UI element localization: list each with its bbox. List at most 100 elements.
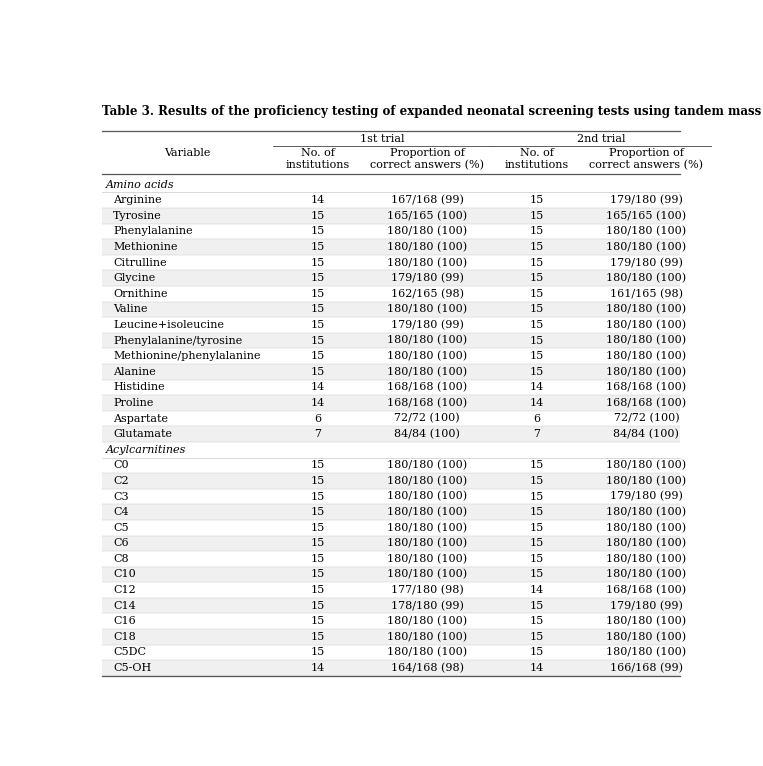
Text: 15: 15 bbox=[530, 351, 544, 362]
Text: 180/180 (100): 180/180 (100) bbox=[387, 632, 467, 642]
Bar bbox=[102, 567, 680, 582]
Bar bbox=[102, 239, 680, 255]
Bar bbox=[102, 395, 680, 411]
Text: 15: 15 bbox=[530, 336, 544, 345]
Bar bbox=[102, 520, 680, 535]
Text: 15: 15 bbox=[311, 492, 324, 502]
Text: 180/180 (100): 180/180 (100) bbox=[607, 320, 687, 330]
Text: C8: C8 bbox=[113, 554, 129, 564]
Bar bbox=[102, 473, 680, 489]
Text: 168/168 (100): 168/168 (100) bbox=[607, 398, 687, 408]
Text: 180/180 (100): 180/180 (100) bbox=[387, 616, 467, 627]
Text: Proline: Proline bbox=[113, 398, 153, 408]
Text: 15: 15 bbox=[530, 242, 544, 252]
Text: 15: 15 bbox=[530, 601, 544, 611]
Text: 180/180 (100): 180/180 (100) bbox=[387, 491, 467, 502]
Text: 180/180 (100): 180/180 (100) bbox=[607, 367, 687, 377]
Text: 15: 15 bbox=[311, 569, 324, 580]
Text: 178/180 (99): 178/180 (99) bbox=[391, 601, 464, 611]
Text: C6: C6 bbox=[113, 538, 129, 548]
Text: 180/180 (100): 180/180 (100) bbox=[607, 538, 687, 548]
Text: C14: C14 bbox=[113, 601, 136, 611]
Bar bbox=[102, 270, 680, 286]
Text: 180/180 (100): 180/180 (100) bbox=[387, 569, 467, 580]
Text: 15: 15 bbox=[530, 304, 544, 314]
Text: 15: 15 bbox=[311, 476, 324, 486]
Text: 15: 15 bbox=[311, 632, 324, 642]
Text: 15: 15 bbox=[530, 632, 544, 642]
Text: Proportion of
correct answers (%): Proportion of correct answers (%) bbox=[370, 148, 484, 170]
Text: 179/180 (99): 179/180 (99) bbox=[391, 320, 464, 330]
Text: C5: C5 bbox=[113, 522, 129, 532]
Text: 1st trial: 1st trial bbox=[360, 134, 404, 144]
Text: 15: 15 bbox=[311, 227, 324, 237]
Text: 15: 15 bbox=[311, 273, 324, 283]
Text: 15: 15 bbox=[530, 273, 544, 283]
Text: 179/180 (99): 179/180 (99) bbox=[610, 195, 683, 205]
Bar bbox=[102, 302, 680, 317]
Bar bbox=[102, 629, 680, 645]
Text: 72/72 (100): 72/72 (100) bbox=[613, 414, 679, 424]
Text: 15: 15 bbox=[311, 538, 324, 548]
Text: 15: 15 bbox=[530, 522, 544, 532]
Text: 15: 15 bbox=[530, 492, 544, 502]
Text: C18: C18 bbox=[113, 632, 136, 642]
Text: 15: 15 bbox=[530, 554, 544, 564]
Bar bbox=[102, 380, 680, 395]
Bar bbox=[102, 286, 680, 302]
Text: 15: 15 bbox=[311, 320, 324, 330]
Text: 180/180 (100): 180/180 (100) bbox=[607, 460, 687, 470]
Text: 180/180 (100): 180/180 (100) bbox=[607, 226, 687, 237]
Bar bbox=[102, 364, 680, 380]
Bar bbox=[102, 582, 680, 598]
Text: 15: 15 bbox=[311, 211, 324, 221]
Text: 15: 15 bbox=[530, 289, 544, 299]
Text: 165/165 (100): 165/165 (100) bbox=[387, 211, 467, 221]
Text: 7: 7 bbox=[533, 429, 540, 439]
Text: 15: 15 bbox=[530, 569, 544, 580]
Text: 84/84 (100): 84/84 (100) bbox=[394, 429, 460, 439]
Text: 180/180 (100): 180/180 (100) bbox=[607, 522, 687, 533]
Text: C3: C3 bbox=[113, 492, 129, 502]
Text: 167/168 (99): 167/168 (99) bbox=[391, 195, 464, 205]
Text: 168/168 (100): 168/168 (100) bbox=[387, 398, 467, 408]
Text: Histidine: Histidine bbox=[113, 382, 165, 392]
Text: 168/168 (100): 168/168 (100) bbox=[607, 382, 687, 392]
Bar bbox=[102, 208, 680, 224]
Bar bbox=[102, 660, 680, 676]
Text: 180/180 (100): 180/180 (100) bbox=[607, 476, 687, 486]
Bar bbox=[102, 192, 680, 208]
Text: Ornithine: Ornithine bbox=[113, 289, 168, 299]
Text: 168/168 (100): 168/168 (100) bbox=[607, 585, 687, 595]
Text: Variable: Variable bbox=[164, 148, 211, 158]
Text: Citrulline: Citrulline bbox=[113, 257, 167, 267]
Text: 180/180 (100): 180/180 (100) bbox=[387, 226, 467, 237]
Text: 162/165 (98): 162/165 (98) bbox=[391, 289, 464, 299]
Text: Alanine: Alanine bbox=[113, 367, 156, 377]
Text: 180/180 (100): 180/180 (100) bbox=[607, 647, 687, 657]
Bar bbox=[102, 411, 680, 427]
Text: 15: 15 bbox=[530, 320, 544, 330]
Text: 15: 15 bbox=[530, 507, 544, 517]
Text: 7: 7 bbox=[314, 429, 321, 439]
Text: 6: 6 bbox=[314, 414, 321, 424]
Text: Phenylalanine: Phenylalanine bbox=[113, 227, 193, 237]
Bar bbox=[102, 317, 680, 332]
Text: C4: C4 bbox=[113, 507, 129, 517]
Bar bbox=[102, 614, 680, 629]
Text: 2nd trial: 2nd trial bbox=[578, 134, 626, 144]
Text: 180/180 (100): 180/180 (100) bbox=[607, 304, 687, 315]
Bar bbox=[102, 489, 680, 504]
Text: 15: 15 bbox=[311, 617, 324, 627]
Bar bbox=[102, 504, 680, 520]
Bar bbox=[102, 551, 680, 567]
Text: C5DC: C5DC bbox=[113, 647, 146, 657]
Text: Leucine+isoleucine: Leucine+isoleucine bbox=[113, 320, 224, 330]
Text: Valine: Valine bbox=[113, 304, 147, 314]
Text: 14: 14 bbox=[530, 382, 544, 392]
Text: 180/180 (100): 180/180 (100) bbox=[387, 647, 467, 657]
Text: 14: 14 bbox=[311, 398, 324, 408]
Text: 180/180 (100): 180/180 (100) bbox=[607, 507, 687, 517]
Text: C10: C10 bbox=[113, 569, 136, 580]
Text: 180/180 (100): 180/180 (100) bbox=[607, 616, 687, 627]
